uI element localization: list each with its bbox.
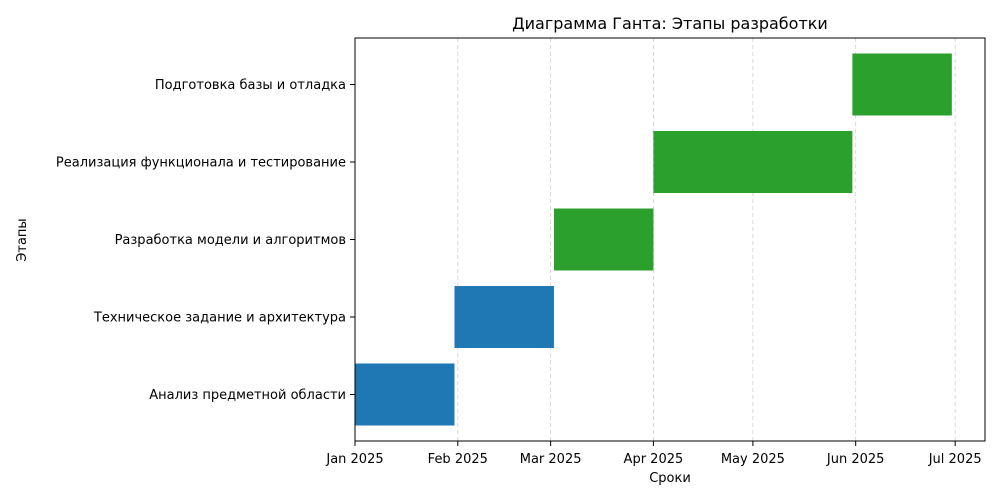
task-bar [454, 286, 554, 348]
task-bar [653, 131, 853, 193]
x-tick-label: Jun 2025 [826, 452, 885, 467]
x-axis-title: Сроки [649, 471, 691, 486]
task-label: Разработка модели и алгоритмов [115, 233, 346, 248]
bars-layer [355, 53, 952, 426]
x-tick-label: Feb 2025 [428, 452, 488, 467]
task-label: Реализация функционала и тестирование [56, 156, 346, 171]
task-label: Техническое задание и архитектура [93, 311, 346, 326]
x-tick-label: Mar 2025 [520, 452, 582, 467]
x-tick-label: May 2025 [721, 452, 785, 467]
task-bar [852, 53, 952, 116]
x-tick-label: Apr 2025 [624, 452, 684, 467]
y-axis-title: Этапы [15, 218, 30, 261]
x-tick-label: Jan 2025 [325, 452, 383, 467]
task-label: Подготовка базы и отладка [155, 78, 346, 93]
ticks-layer: Jan 2025 Feb 2025 Mar 2025 Apr 2025 May 2025… [56, 78, 982, 467]
task-label: Анализ предметной области [149, 388, 346, 403]
task-bar [355, 363, 455, 426]
task-bar [553, 208, 654, 271]
chart-title: Диаграмма Ганта: Этапы разработки [512, 14, 828, 33]
x-tick-label: Jul 2025 [928, 452, 982, 467]
